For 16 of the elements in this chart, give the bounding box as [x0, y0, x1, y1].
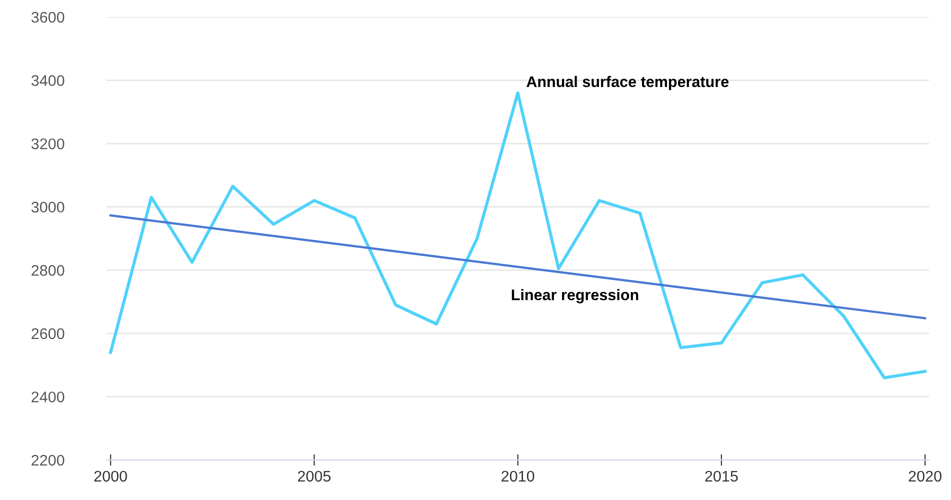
x-tick-label: 2020 — [908, 470, 942, 482]
y-tick-label: 3600 — [31, 12, 64, 23]
y-tick-label: 2200 — [32, 454, 64, 466]
y-tick-label: 3000 — [31, 202, 64, 213]
y-tick-label: 2600 — [32, 328, 64, 340]
x-tick-label: 2005 — [298, 470, 331, 482]
y-tick-label: 3400 — [31, 75, 64, 86]
x-tick-label: 2000 — [94, 470, 127, 482]
x-tick-label: 2010 — [502, 470, 534, 482]
y-tick-label: 3200 — [31, 138, 64, 150]
x-tick-label: 2015 — [705, 470, 738, 482]
series-label: Annual surface temperature — [526, 76, 729, 90]
y-tick-label: 2800 — [32, 265, 64, 276]
series-label: Linear regression — [512, 289, 638, 304]
y-tick-label: 2400 — [32, 392, 64, 402]
line-series — [109, 91, 927, 380]
